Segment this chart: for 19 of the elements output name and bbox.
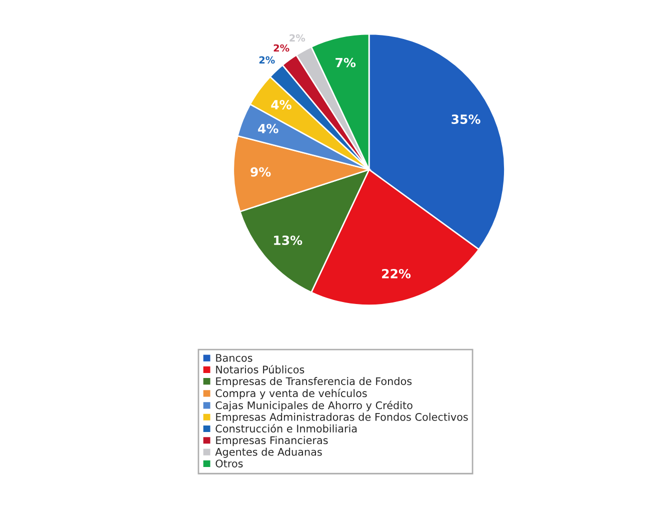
legend-label: Otros — [216, 460, 243, 468]
legend-label: Cajas Municipales de Ahorro y Crédito — [216, 400, 412, 412]
legend-label: Empresas de Transferencia de Fondos — [216, 377, 412, 388]
data-label: 4% — [258, 124, 278, 134]
data-label: 35% — [452, 114, 480, 124]
legend-label: Notarios Públicos — [216, 364, 304, 374]
data-label: 2% — [274, 44, 290, 52]
data-label: 7% — [336, 58, 356, 68]
legend-label: Bancos — [216, 354, 252, 362]
legend-label: Empresas Financieras — [216, 436, 328, 446]
data-label: 9% — [250, 167, 271, 177]
data-label: 2% — [259, 56, 275, 64]
legend-label: Construcción e Inmobiliaria — [216, 424, 357, 433]
data-label: 4% — [271, 100, 292, 110]
legend-label: Empresas Administradoras de Fondos Colectivos — [216, 412, 468, 423]
data-label: 13% — [274, 236, 302, 246]
legend-label: Agentes de Aduanas — [215, 448, 322, 458]
legend-label: Compra y venta de vehículos — [216, 388, 367, 400]
data-label: 22% — [382, 268, 411, 278]
